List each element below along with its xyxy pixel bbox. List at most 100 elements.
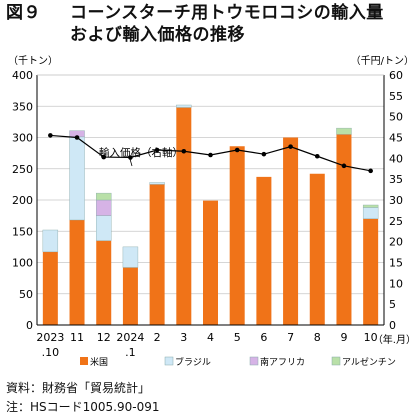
figure-number: 図９ [6, 3, 41, 23]
chart-title: 図９ コーンスターチ用トウモロコシの輸入量 および輸入価格の推移 [6, 2, 416, 46]
legend-swatch [164, 356, 174, 366]
bar-us [309, 173, 325, 325]
title-line-1: コーンスターチ用トウモロコシの輸入量 [70, 3, 384, 23]
x-tick-label: 2 [154, 331, 161, 344]
bar-us [229, 146, 245, 325]
bar-brazil [149, 182, 165, 185]
axes [36, 74, 385, 326]
right-tick-label: 15 [389, 257, 403, 270]
legend-label: 米国 [90, 356, 108, 368]
bar-brazil [69, 136, 85, 221]
price-point [341, 163, 347, 169]
x-tick-label: 2024 [116, 331, 144, 344]
x-tick-label: 8 [314, 331, 321, 344]
bar-us [336, 134, 352, 325]
bar-brazil [42, 229, 59, 253]
left-axis-ticks: 0 50 100 150 200 250 300 350 400 [12, 69, 33, 332]
bar-us [96, 240, 112, 325]
price-point [368, 168, 373, 174]
right-tick-label: 5 [389, 298, 396, 311]
left-tick-label: 200 [12, 194, 33, 207]
source-notes: 資料：財務省「貿易統計」 注：HSコード1005.90-091 [6, 379, 160, 417]
right-tick-label: 10 [389, 277, 403, 290]
x-tick-sublabel: .10 [42, 346, 60, 359]
bar-brazil [362, 207, 379, 219]
bar-us [149, 184, 165, 325]
price-point [128, 155, 133, 160]
note-line: 注：HSコード1005.90-091 [6, 400, 160, 414]
price-line-label: 輸入価格（右軸） [99, 146, 183, 159]
legend-label: 南アフリカ [260, 356, 305, 368]
legend: 米国 ブラジル 南アフリカ アルゼンチン [80, 356, 396, 368]
x-tick-label: 2023 [36, 331, 64, 344]
x-tick-label: 6 [260, 331, 267, 344]
bar-us [42, 251, 58, 325]
right-tick-label: 20 [389, 236, 403, 249]
bar-south-africa [96, 199, 112, 216]
price-point [181, 148, 187, 154]
bar-us [176, 107, 192, 325]
bar-argentina [96, 192, 112, 201]
price-point [261, 151, 267, 157]
x-tick-label: 9 [340, 331, 347, 344]
left-tick-label: 250 [12, 163, 33, 176]
left-tick-label: 100 [12, 257, 33, 270]
left-tick-label: 0 [26, 319, 33, 332]
right-tick-label: 55 [389, 90, 403, 103]
x-tick-label: 10 [364, 331, 378, 344]
legend-swatch [80, 357, 88, 365]
x-tick-label: 3 [180, 331, 187, 344]
price-point [208, 152, 213, 158]
price-point [154, 147, 160, 153]
x-tick-label: 11 [70, 331, 84, 344]
x-tick-sublabel: .1 [125, 346, 136, 359]
right-tick-label: 50 [389, 111, 403, 124]
right-axis-unit: （千円/トン） [351, 55, 414, 67]
bar-brazil [96, 215, 112, 241]
legend-label: ブラジル [175, 356, 211, 368]
x-tick-label: 4 [207, 331, 214, 344]
left-tick-label: 50 [19, 288, 33, 301]
price-point [48, 133, 53, 138]
bar-us [69, 220, 85, 325]
right-tick-label: 30 [389, 194, 403, 207]
bar-brazil [122, 246, 139, 268]
legend-label: アルゼンチン [342, 356, 396, 368]
price-point [74, 135, 80, 140]
left-tick-label: 300 [12, 132, 33, 145]
x-tick-label: 12 [97, 331, 111, 344]
right-tick-label: 0 [389, 319, 396, 332]
price-line-label-leader [129, 158, 133, 167]
right-tick-label: 25 [389, 215, 403, 228]
price-point [314, 153, 320, 159]
bar-us [363, 218, 379, 325]
right-tick-label: 40 [389, 152, 403, 165]
left-tick-label: 350 [12, 100, 33, 113]
left-tick-label: 150 [12, 225, 33, 238]
right-tick-label: 45 [389, 132, 403, 145]
bar-us [122, 267, 138, 325]
source-line: 資料：財務省「貿易統計」 [6, 381, 151, 395]
bar-argentina [362, 204, 379, 208]
bar-argentina [336, 127, 352, 135]
right-tick-label: 35 [389, 173, 403, 186]
legend-swatch [331, 356, 341, 366]
bar-stacks [42, 104, 379, 325]
title-line-2: および輸入価格の推移 [70, 25, 245, 45]
price-point [234, 147, 240, 153]
bar-us [203, 200, 218, 325]
x-tick-label: 7 [287, 331, 294, 344]
price-line [48, 133, 373, 174]
right-tick-label: 60 [389, 69, 403, 82]
left-tick-label: 400 [12, 69, 33, 82]
bar-us [256, 176, 272, 325]
bar-us [283, 137, 299, 325]
x-axis-ticks: 2023 .10 11 12 2024 .1 2 3 4 5 6 7 8 9 10 [36, 331, 377, 359]
bar-brazil [176, 104, 192, 108]
right-axis-ticks: 0 5 10 15 20 25 30 35 40 45 50 55 60 [389, 69, 403, 332]
x-unit-label: （年.月） [373, 333, 416, 346]
left-axis-unit: （千トン） [8, 55, 58, 67]
price-point [101, 154, 107, 160]
legend-swatch [249, 356, 259, 366]
